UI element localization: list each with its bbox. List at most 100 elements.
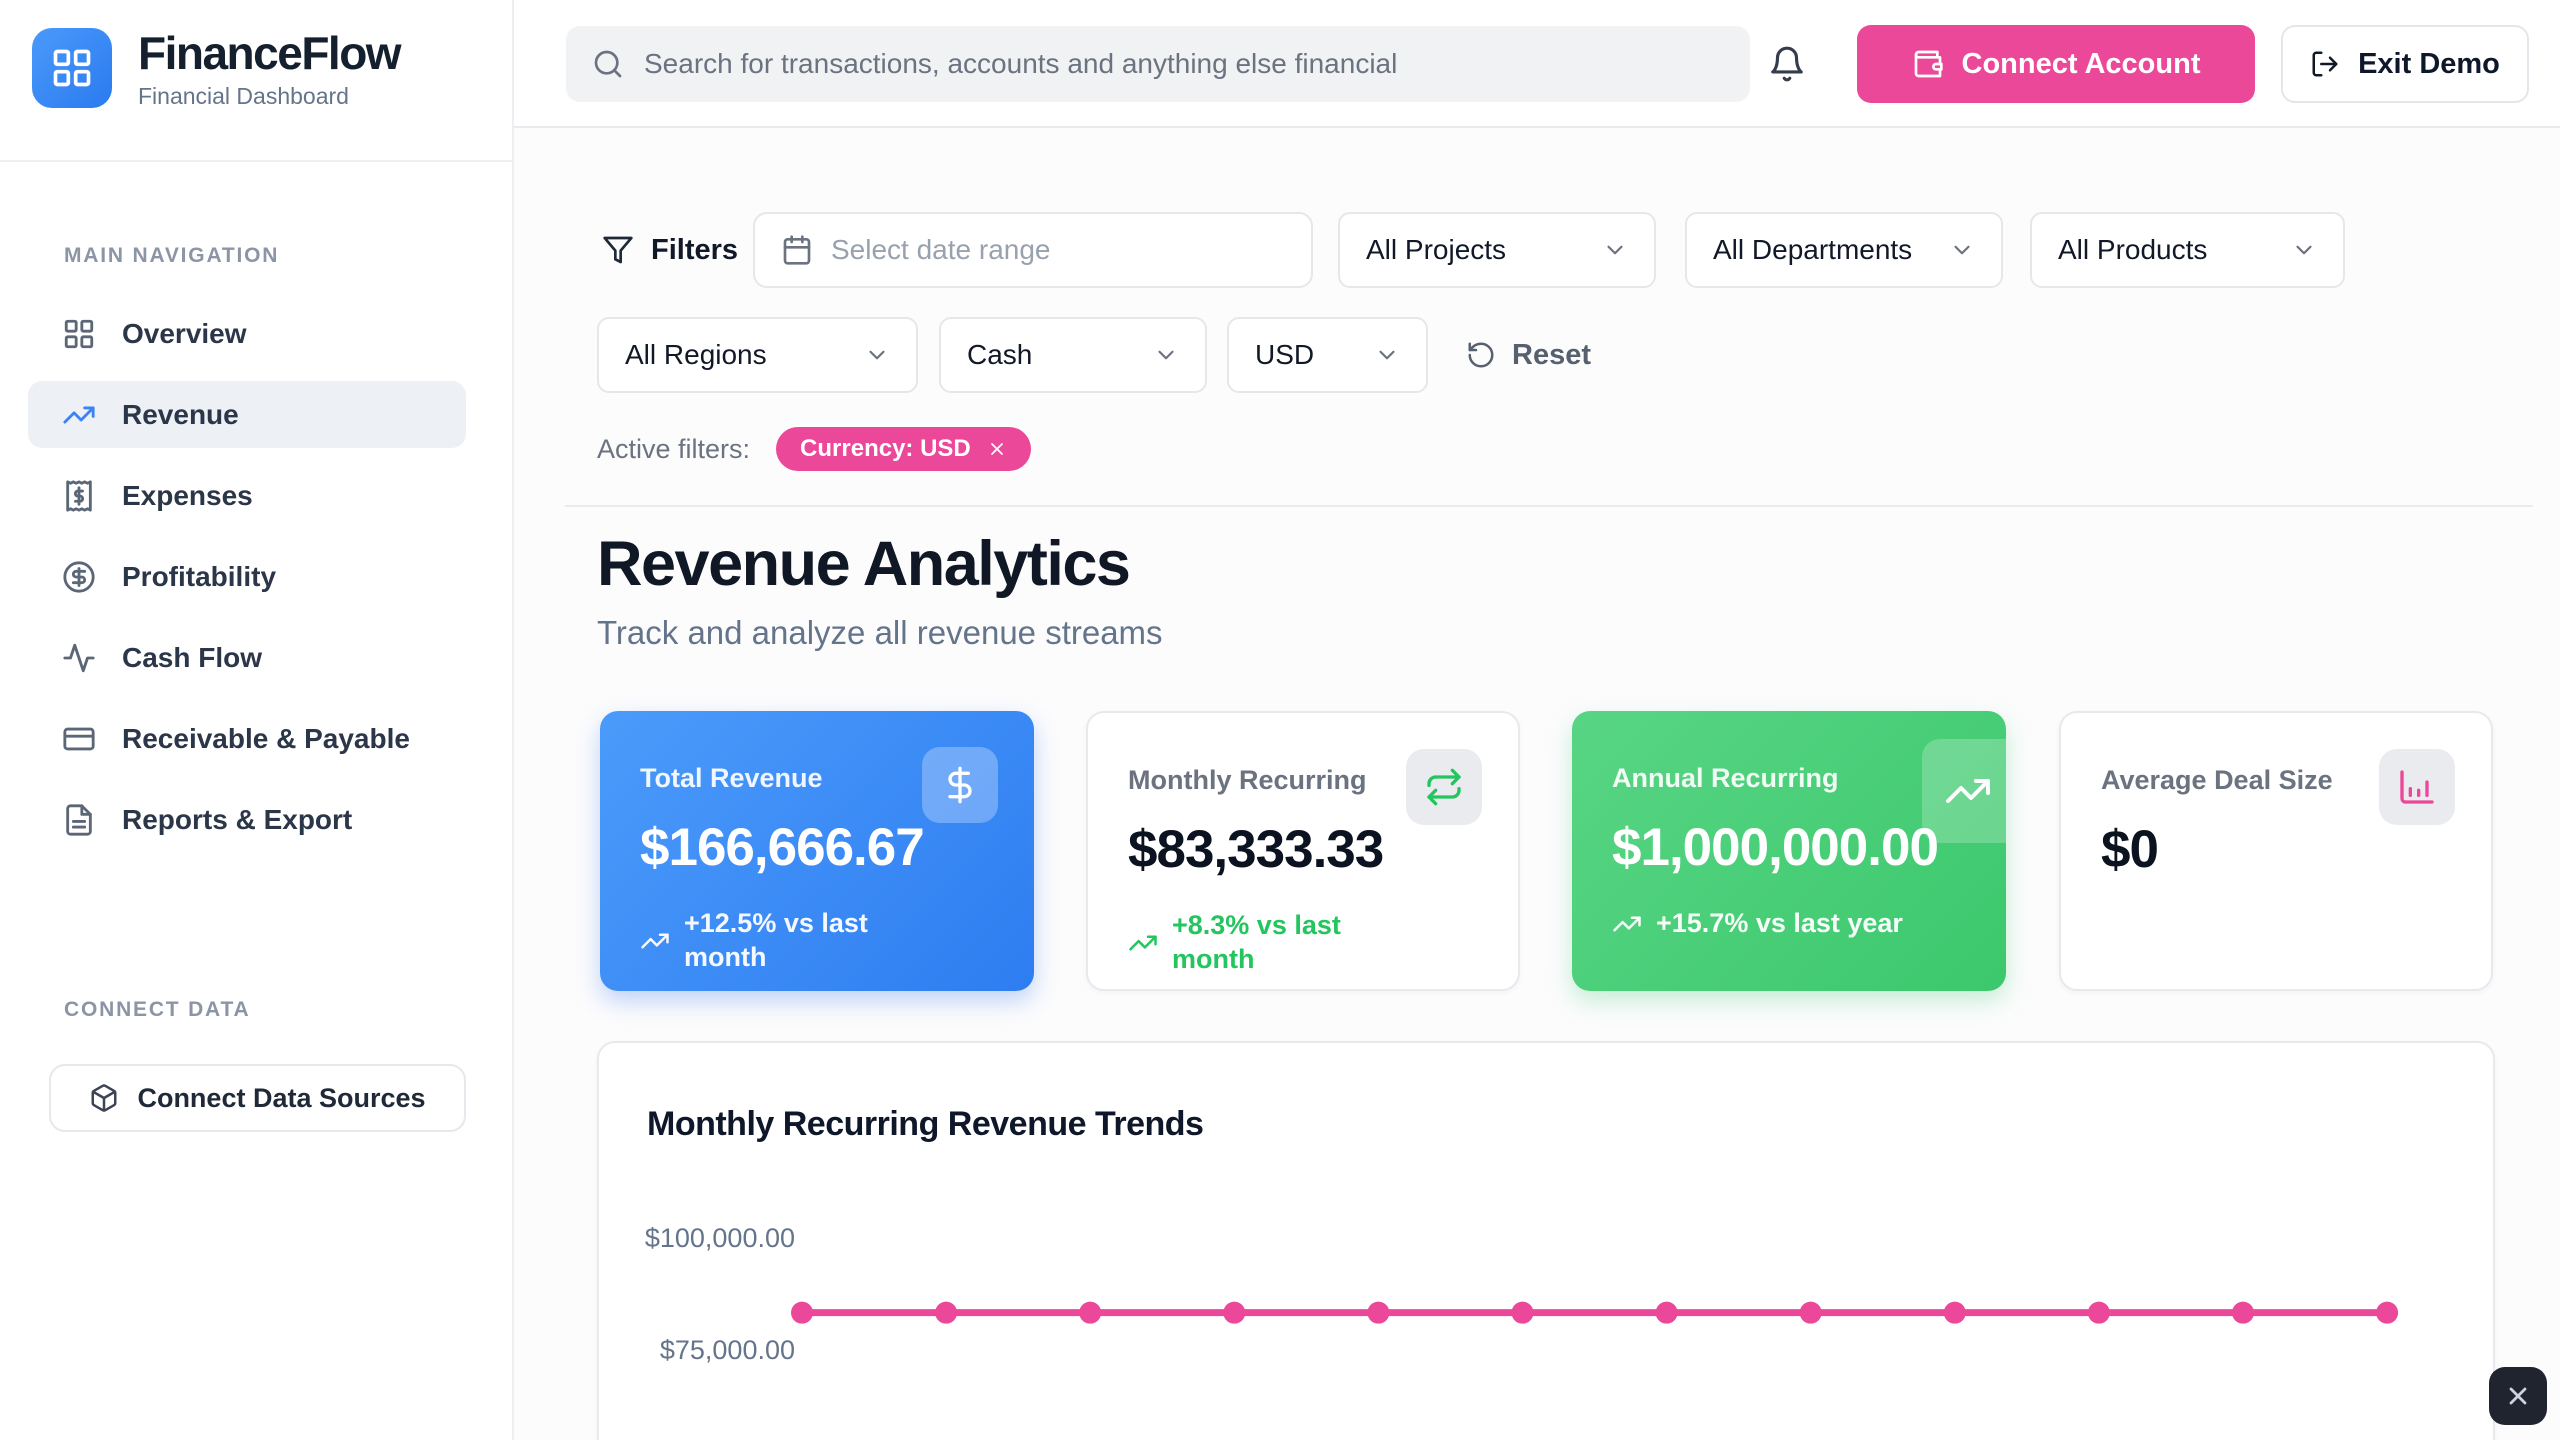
currency-dropdown-value: USD (1255, 339, 1315, 370)
sidebar-item-expenses[interactable]: Expenses (28, 462, 466, 529)
sidebar: FinanceFlow Financial Dashboard MAIN NAV… (0, 0, 514, 1440)
sidebar-item-revenue[interactable]: Revenue (28, 381, 466, 448)
kpi-value: $166,666.67 (640, 818, 925, 877)
departments-dropdown[interactable]: All Departments (1685, 212, 2003, 288)
package-icon (91, 1084, 117, 1112)
kpi-card-total-revenue: Total Revenue $166,666.67 +12.5% vs last… (600, 711, 1034, 991)
projects-dropdown-value: All Projects (1366, 234, 1507, 265)
layout-grid-icon (64, 319, 94, 348)
file-text-icon (66, 803, 92, 836)
kpi-trend: +8.3% vs last month (1128, 909, 1412, 977)
sidebar-item-label: Receivable & Payable (122, 722, 410, 754)
bar-chart-icon (2400, 770, 2434, 804)
trending-up-icon (1946, 779, 1990, 803)
chevron-down-icon (1158, 350, 1174, 360)
sidebar-item-overview[interactable]: Overview (28, 300, 466, 367)
products-dropdown-value: All Products (2058, 234, 2208, 265)
sidebar-item-cash-flow[interactable]: Cash Flow (28, 624, 466, 691)
date-range-picker[interactable] (753, 212, 1313, 288)
funnel-icon (603, 236, 633, 264)
kpi-value: $1,000,000.00 (1612, 818, 1939, 877)
sidebar-item-label: Profitability (122, 560, 277, 592)
remove-filter-icon[interactable] (987, 439, 1007, 459)
connect-data-sources-label: Connect Data Sources (137, 1082, 426, 1113)
kpi-badge (1406, 749, 1482, 825)
products-dropdown[interactable]: All Products (2030, 212, 2345, 288)
sidebar-item-label: Cash Flow (122, 641, 263, 673)
notifications-button[interactable] (1768, 42, 1812, 86)
reset-filters-button[interactable]: Reset (1466, 317, 1591, 393)
currency-filter-chip-label: Currency: USD (800, 435, 971, 462)
chevron-down-icon (1379, 350, 1395, 360)
reset-label: Reset (1512, 338, 1591, 371)
dollar-sign-icon (948, 766, 972, 804)
kpi-badge (2379, 749, 2455, 825)
connect-data-section-label: CONNECT DATA (64, 998, 251, 1021)
section-divider (565, 505, 2533, 507)
payment-type-dropdown-value: Cash (967, 339, 1033, 370)
close-overlay-button[interactable] (2489, 1367, 2547, 1425)
kpi-label: Total Revenue (640, 763, 823, 793)
sidebar-item-profitability[interactable]: Profitability (28, 543, 466, 610)
credit-card-icon (63, 727, 95, 750)
mrr-line-chart: $100,000.00$75,000.00$50,000.00 (645, 1223, 2399, 1365)
regions-dropdown[interactable]: All Regions (597, 317, 918, 393)
kpi-card-average-deal-size: Average Deal Size $0 (2059, 711, 2493, 991)
trending-up-icon (63, 406, 95, 423)
wallet-icon (1914, 50, 1943, 78)
nav-section-label: MAIN NAVIGATION (64, 244, 280, 267)
receipt-icon (66, 479, 92, 512)
connect-data-sources-button[interactable]: Connect Data Sources (49, 1064, 466, 1132)
kpi-trend: +12.5% vs last month (640, 907, 924, 975)
page-title: Revenue Analytics (597, 529, 1131, 599)
kpi-trend: +15.7% vs last year (1612, 907, 1903, 941)
sidebar-item-label: Reports & Export (122, 803, 353, 835)
exit-demo-button[interactable]: Exit Demo (2281, 25, 2529, 103)
rotate-ccw-icon (1468, 342, 1494, 368)
app-title: FinanceFlow (138, 27, 402, 79)
payment-type-dropdown[interactable]: Cash (939, 317, 1207, 393)
kpi-value: $0 (2101, 820, 2159, 879)
activity-icon (63, 643, 95, 672)
main-content: Filters All Projects All Departments All… (514, 128, 2560, 1440)
chart-title: Monthly Recurring Revenue Trends (647, 1105, 1204, 1143)
circle-dollar-icon (63, 560, 95, 593)
projects-dropdown[interactable]: All Projects (1338, 212, 1656, 288)
log-out-icon (2312, 51, 2338, 77)
main-navigation: Overview Revenue Expenses Profitability … (28, 300, 466, 853)
kpi-card-monthly-recurring: Monthly Recurring $83,333.33 +8.3% vs la… (1086, 711, 1520, 991)
chevron-down-icon (869, 350, 885, 360)
sidebar-item-receivable-payable[interactable]: Receivable & Payable (28, 705, 466, 772)
top-header: Connect Account Exit Demo (514, 0, 2560, 128)
svg-text:$75,000.00: $75,000.00 (660, 1335, 795, 1365)
chevron-down-icon (1954, 245, 1970, 255)
exit-demo-label: Exit Demo (2358, 47, 2500, 80)
chevron-down-icon (1607, 245, 1623, 255)
trending-up-icon (1613, 916, 1641, 932)
currency-dropdown[interactable]: USD (1227, 317, 1428, 393)
mrr-trends-chart-card: Monthly Recurring Revenue Trends $100,00… (597, 1041, 2495, 1440)
departments-dropdown-value: All Departments (1713, 234, 1913, 265)
repeat-icon (1427, 768, 1461, 806)
kpi-badge (922, 747, 998, 823)
page-subtitle: Track and analyze all revenue streams (597, 614, 1163, 651)
search-input[interactable] (644, 48, 1724, 80)
active-filters-row: Active filters: Currency: USD (597, 427, 1031, 471)
global-search[interactable] (566, 26, 1750, 102)
brand: FinanceFlow Financial Dashboard (32, 27, 402, 110)
trending-up-icon (641, 933, 669, 949)
date-range-input[interactable] (831, 234, 1285, 266)
kpi-label: Annual Recurring (1612, 763, 1839, 793)
sidebar-item-label: Revenue (122, 398, 239, 430)
kpi-value: $83,333.33 (1128, 820, 1384, 879)
kpi-badge (1922, 739, 2006, 843)
kpi-label: Average Deal Size (2101, 765, 2333, 795)
active-filters-label: Active filters: (597, 433, 751, 464)
sidebar-divider (0, 160, 512, 162)
bell-icon (1771, 46, 1803, 82)
connect-account-button[interactable]: Connect Account (1857, 25, 2255, 103)
kpi-card-annual-recurring: Annual Recurring $1,000,000.00 +15.7% vs… (1572, 711, 2006, 991)
close-icon (2509, 1387, 2527, 1405)
sidebar-item-reports-export[interactable]: Reports & Export (28, 786, 466, 853)
sidebar-item-label: Expenses (122, 479, 253, 511)
